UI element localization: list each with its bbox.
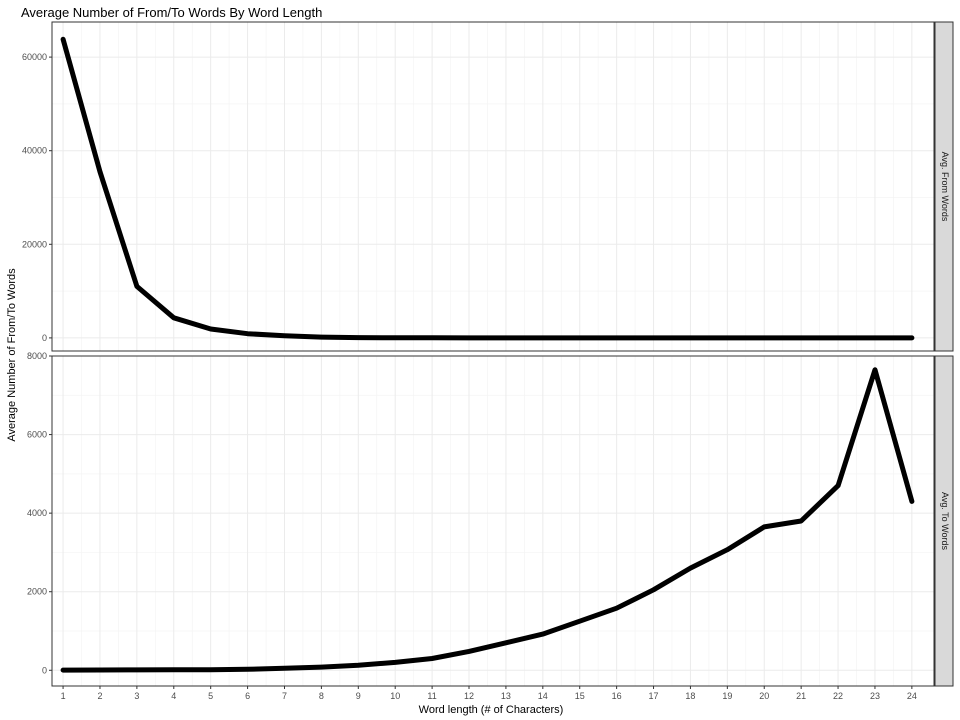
facet-strip-label: Avg. From Words [940,152,950,222]
x-tick-label: 11 [427,691,436,701]
x-tick-label: 4 [171,691,176,701]
y-tick-label: 0 [42,665,47,675]
x-axis: 1 2 3 4 5 6 7 8 9 10 11 12 13 14 15 16 17 18 19 20 21 22 23 24 [61,686,917,701]
panel-border [51,21,935,352]
x-tick-label: 2 [97,691,102,701]
x-tick-label: 3 [134,691,139,701]
y-tick-label: 8000 [27,351,47,361]
y-axis-title: Average Number of From/To Words [6,268,18,442]
x-tick-label: 10 [390,691,400,701]
x-tick-label: 12 [464,691,474,701]
x-tick-label: 9 [356,691,361,701]
x-tick-label: 24 [907,691,917,701]
x-tick-label: 20 [759,691,769,701]
y-tick-label: 4000 [27,508,47,518]
x-tick-label: 17 [649,691,659,701]
x-tick-label: 13 [501,691,511,701]
series-line [60,36,915,341]
panel-background [52,22,934,351]
y-tick-label: 60000 [22,52,47,62]
y-tick-label: 2000 [27,587,47,597]
x-tick-label: 15 [575,691,585,701]
facet-strip [934,21,954,352]
x-tick-label: 18 [685,691,695,701]
facet-strip [934,355,954,687]
y-tick-label: 40000 [22,146,47,156]
x-tick-label: 23 [870,691,880,701]
x-tick-label: 5 [208,691,213,701]
facet-panels: 0 20000 40000 60000 Avg. From Words 0 2000 4000… [22,21,954,687]
x-tick-label: 21 [796,691,806,701]
facet-panel: 0 2000 4000 6000 8000 Avg. To Words [27,351,954,687]
panel-border [51,355,935,687]
y-tick-label: 20000 [22,239,47,249]
series-line [60,367,915,673]
x-tick-label: 7 [282,691,287,701]
x-tick-label: 19 [722,691,732,701]
x-tick-label: 1 [61,691,66,701]
x-tick-label: 6 [245,691,250,701]
x-tick-label: 22 [833,691,843,701]
y-tick-label: 0 [42,333,47,343]
x-tick-label: 8 [319,691,324,701]
y-tick-label: 6000 [27,430,47,440]
x-tick-label: 16 [612,691,622,701]
facet-panel: 0 20000 40000 60000 Avg. From Words [22,21,954,352]
chart-title: Average Number of From/To Words By Word … [21,5,322,20]
x-axis-title: Word length (# of Characters) [419,704,564,716]
facet-strip-label: Avg. To Words [940,492,950,551]
x-tick-label: 14 [538,691,548,701]
